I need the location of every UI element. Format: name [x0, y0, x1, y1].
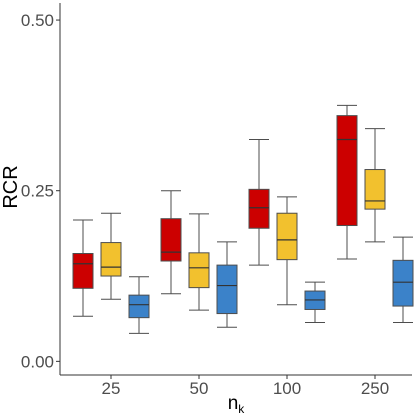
- box-group: [276, 196, 298, 306]
- x-axis-title-subscript: k: [238, 402, 245, 415]
- box: [188, 252, 210, 289]
- box-group: [336, 104, 358, 260]
- y-tick-label: 0.00: [21, 352, 54, 371]
- box-group: [72, 219, 94, 317]
- box: [72, 253, 94, 289]
- box-group: [160, 190, 182, 295]
- y-tick-label: 0.25: [21, 182, 54, 201]
- x-tick-label: 100: [273, 379, 301, 398]
- y-axis-title: RCR: [0, 165, 22, 208]
- box-group: [188, 213, 210, 311]
- axes: 0.00 0.25 0.50 25 50 100 250: [21, 3, 412, 398]
- box: [100, 242, 122, 277]
- x-tick-label: 25: [102, 379, 121, 398]
- y-tick-label: 0.50: [21, 11, 54, 30]
- x-axis-title-main: n: [228, 393, 239, 414]
- box: [216, 264, 238, 315]
- x-axis-title: nk: [228, 393, 246, 415]
- box: [392, 259, 414, 307]
- box-group: [128, 276, 150, 334]
- x-tick-label: 50: [190, 379, 209, 398]
- box-group: [304, 281, 326, 323]
- box-group: [364, 128, 386, 243]
- box-group: [216, 241, 238, 328]
- box: [248, 188, 270, 229]
- box: [276, 212, 298, 261]
- box: [160, 218, 182, 262]
- box-group: [248, 139, 270, 266]
- box: [364, 169, 386, 210]
- box: [128, 294, 150, 319]
- box-group: [392, 236, 414, 323]
- x-tick-label: 250: [361, 379, 389, 398]
- box: [336, 115, 358, 227]
- box-group: [100, 212, 122, 300]
- plot-area: [72, 104, 414, 334]
